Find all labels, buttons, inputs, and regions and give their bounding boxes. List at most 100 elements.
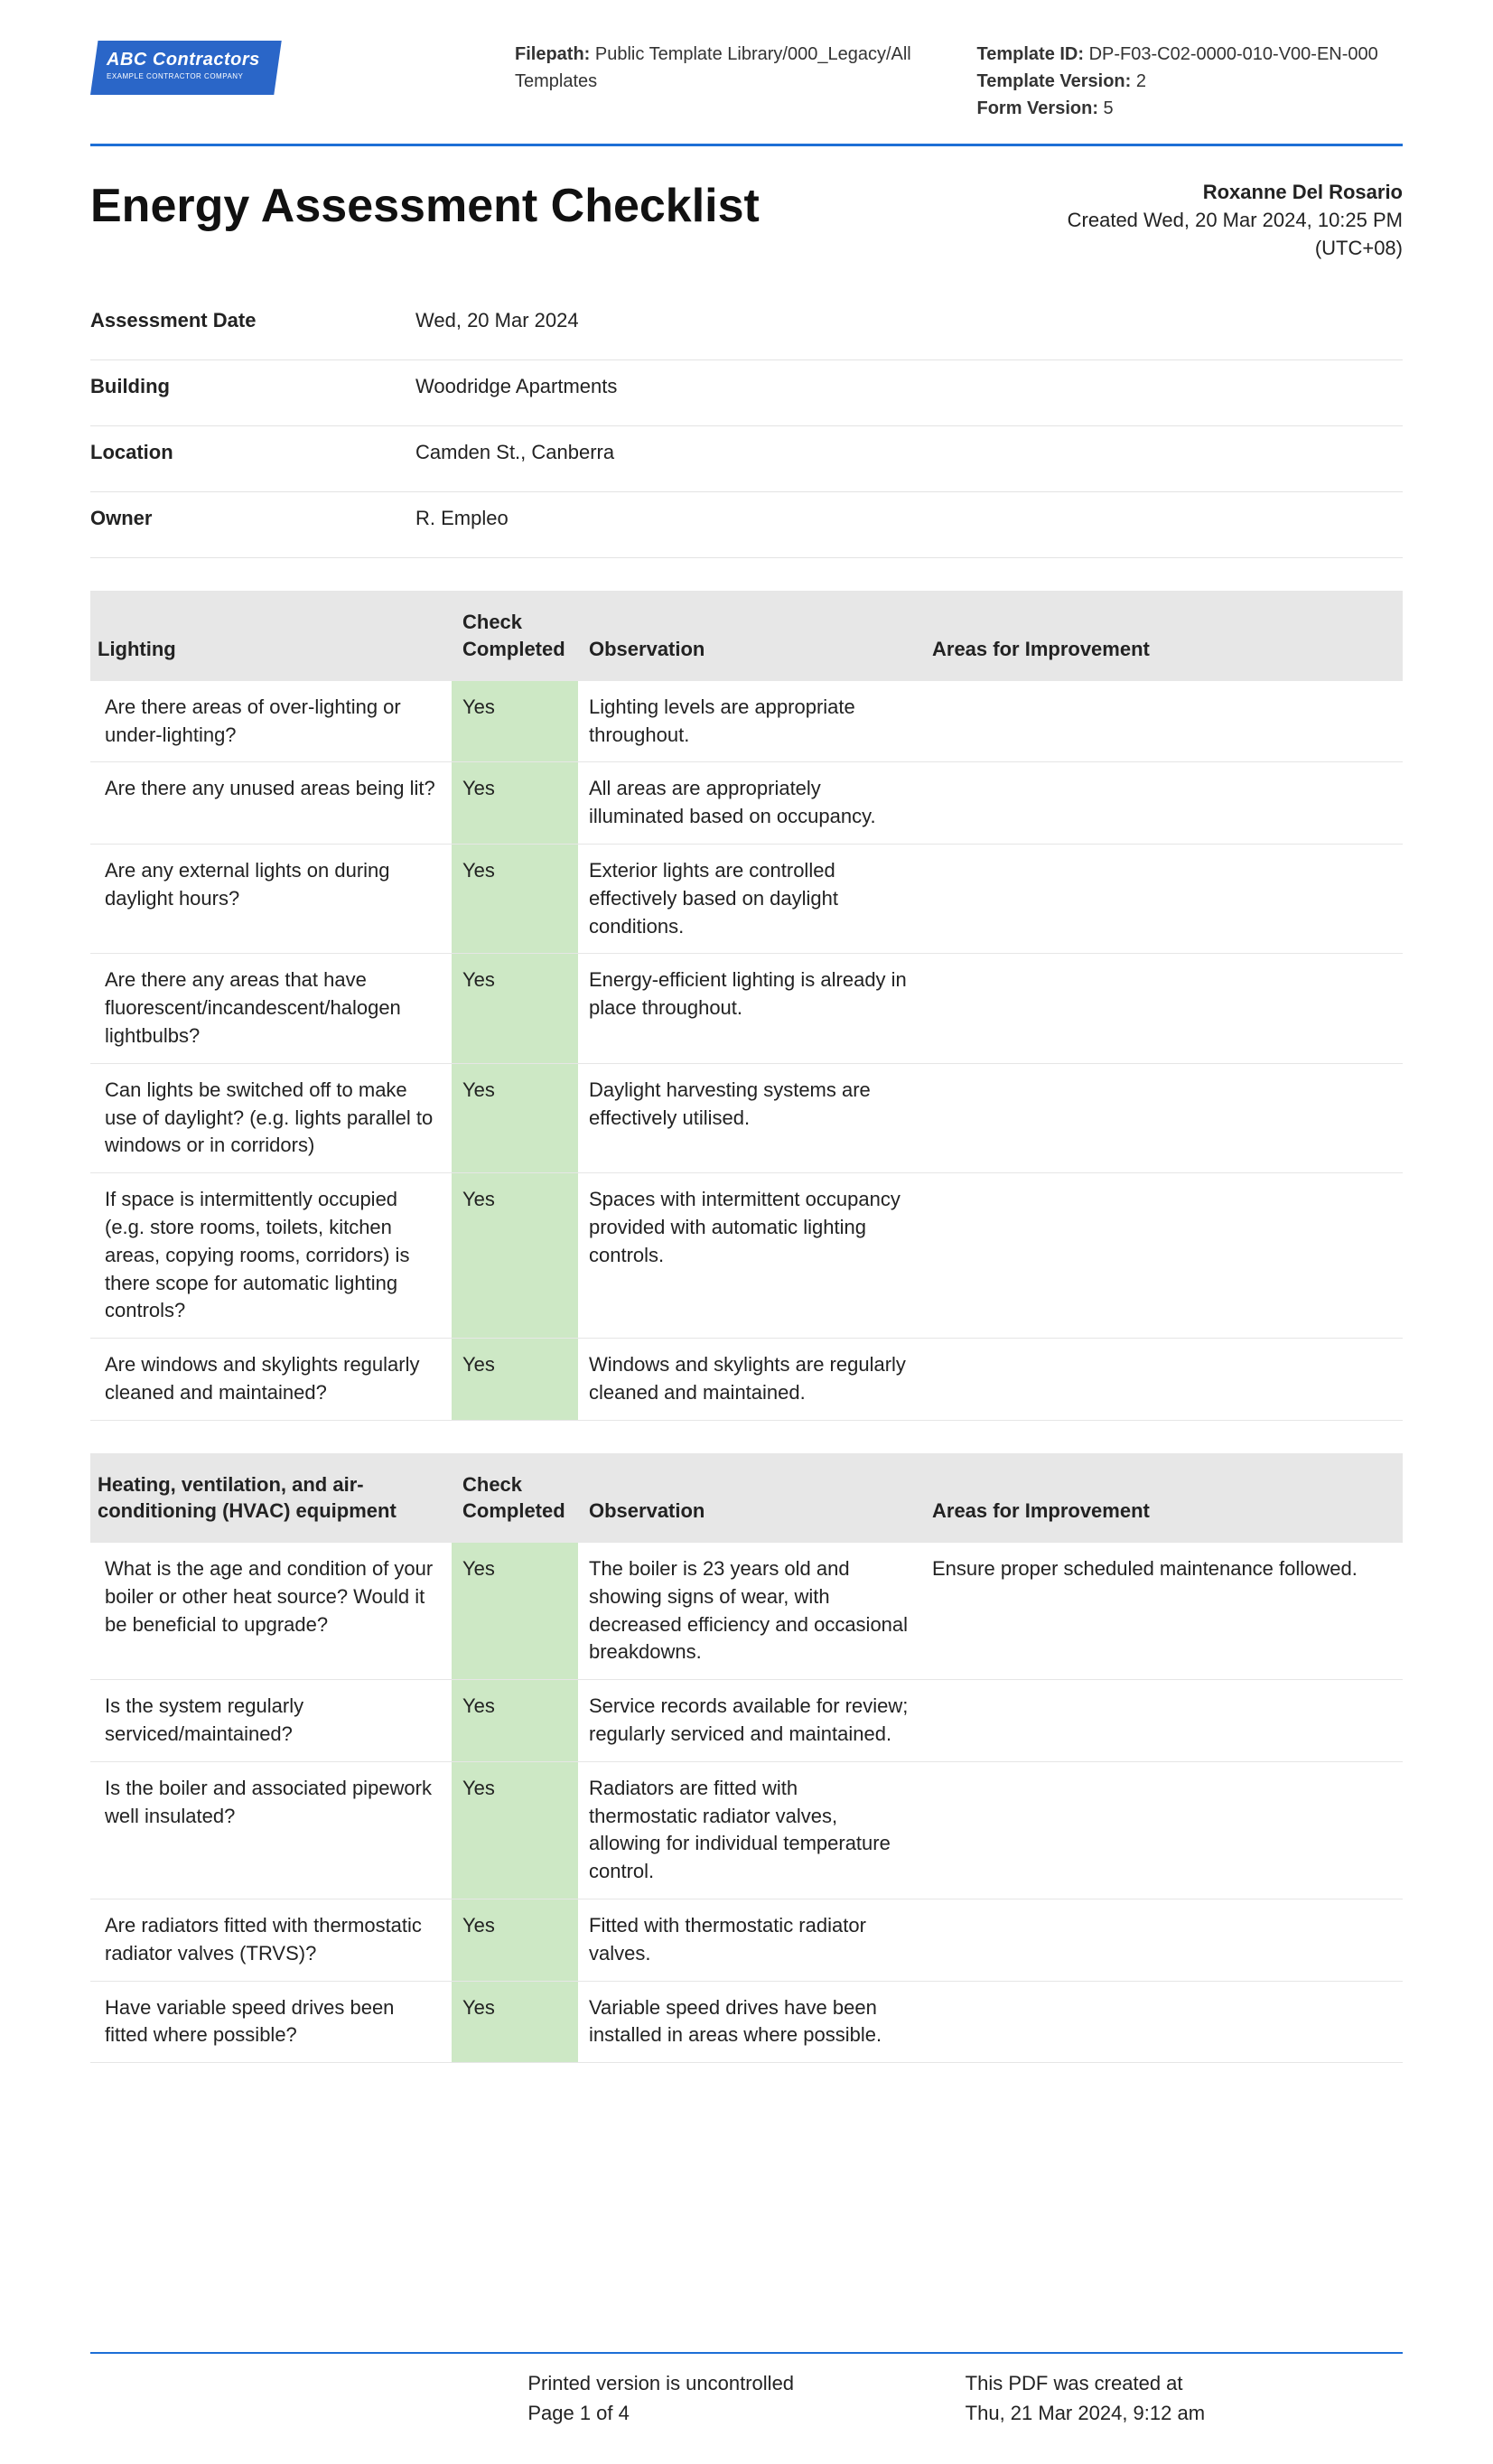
checklist-row: Are any external lights on during daylig… (90, 844, 1403, 953)
header-divider (90, 144, 1403, 146)
template-version-label: Template Version: (977, 71, 1132, 91)
template-id-value: DP-F03-C02-0000-010-V00-EN-000 (1089, 44, 1378, 64)
observation-cell: Energy-efficient lighting is already in … (578, 954, 921, 1063)
column-header: Observation (578, 591, 921, 680)
footer-uncontrolled: Printed version is uncontrolled (527, 2368, 965, 2398)
check-cell: Yes (452, 1981, 578, 2063)
question-cell: Are there any unused areas being lit? (90, 762, 452, 845)
improvement-cell: Ensure proper scheduled maintenance foll… (921, 1543, 1403, 1680)
checklist-row: What is the age and condition of your bo… (90, 1543, 1403, 1680)
info-value: Camden St., Canberra (415, 426, 1403, 492)
footer-created-label: This PDF was created at (966, 2368, 1403, 2398)
template-version-value: 2 (1136, 71, 1146, 91)
info-row: Assessment DateWed, 20 Mar 2024 (90, 294, 1403, 360)
footer-created-at: Thu, 21 Mar 2024, 9:12 am (966, 2398, 1403, 2428)
info-row: LocationCamden St., Canberra (90, 426, 1403, 492)
form-version-value: 5 (1104, 98, 1114, 118)
question-cell: What is the age and condition of your bo… (90, 1543, 452, 1680)
checklist-row: Can lights be switched off to make use o… (90, 1063, 1403, 1172)
title-row: Energy Assessment Checklist Roxanne Del … (90, 179, 1403, 262)
column-header: Check Completed (452, 591, 578, 680)
observation-cell: Exterior lights are controlled effective… (578, 844, 921, 953)
improvement-cell (921, 1761, 1403, 1899)
observation-cell: Daylight harvesting systems are effectiv… (578, 1063, 921, 1172)
observation-cell: All areas are appropriately illuminated … (578, 762, 921, 845)
question-cell: Are any external lights on during daylig… (90, 844, 452, 953)
column-header: Areas for Improvement (921, 1453, 1403, 1543)
check-cell: Yes (452, 954, 578, 1063)
improvement-cell (921, 1981, 1403, 2063)
info-value: R. Empleo (415, 492, 1403, 558)
creator-name: Roxanne Del Rosario (1068, 179, 1403, 207)
checklist-table: Heating, ventilation, and air-conditioni… (90, 1453, 1403, 2064)
question-cell: Are windows and skylights regularly clea… (90, 1339, 452, 1421)
improvement-cell (921, 1339, 1403, 1421)
question-cell: Is the system regularly serviced/maintai… (90, 1680, 452, 1762)
observation-cell: Spaces with intermittent occupancy provi… (578, 1173, 921, 1339)
check-cell: Yes (452, 1339, 578, 1421)
footer: Printed version is uncontrolled Page 1 o… (90, 2352, 1403, 2428)
column-header: Areas for Improvement (921, 591, 1403, 680)
logo-sub: EXAMPLE CONTRACTOR COMPANY (107, 72, 260, 80)
check-cell: Yes (452, 1543, 578, 1680)
improvement-cell (921, 762, 1403, 845)
question-cell: Have variable speed drives been fitted w… (90, 1981, 452, 2063)
logo-main: ABC Contractors (107, 50, 260, 70)
footer-divider (90, 2352, 1403, 2354)
column-header: Observation (578, 1453, 921, 1543)
section-name-header: Heating, ventilation, and air-conditioni… (90, 1453, 452, 1543)
checklist-row: Are there any unused areas being lit?Yes… (90, 762, 1403, 845)
checklist-row: Is the system regularly serviced/maintai… (90, 1680, 1403, 1762)
top-header: ABC Contractors EXAMPLE CONTRACTOR COMPA… (90, 41, 1403, 144)
check-cell: Yes (452, 844, 578, 953)
check-cell: Yes (452, 1899, 578, 1982)
logo-wrap: ABC Contractors EXAMPLE CONTRACTOR COMPA… (90, 41, 479, 95)
improvement-cell (921, 1899, 1403, 1982)
checklist-row: Have variable speed drives been fitted w… (90, 1981, 1403, 2063)
improvement-cell (921, 1173, 1403, 1339)
checklist-row: Are there any areas that have fluorescen… (90, 954, 1403, 1063)
column-header: Check Completed (452, 1453, 578, 1543)
company-logo: ABC Contractors EXAMPLE CONTRACTOR COMPA… (90, 41, 282, 95)
check-cell: Yes (452, 1173, 578, 1339)
checklist-row: Are radiators fitted with thermostatic r… (90, 1899, 1403, 1982)
info-value: Wed, 20 Mar 2024 (415, 294, 1403, 360)
question-cell: If space is intermittently occupied (e.g… (90, 1173, 452, 1339)
info-row: OwnerR. Empleo (90, 492, 1403, 558)
filepath-block: Filepath: Public Template Library/000_Le… (515, 41, 941, 95)
question-cell: Are there any areas that have fluorescen… (90, 954, 452, 1063)
footer-page: Page 1 of 4 (527, 2398, 965, 2428)
observation-cell: Radiators are fitted with thermostatic r… (578, 1761, 921, 1899)
improvement-cell (921, 1063, 1403, 1172)
template-id-label: Template ID: (977, 44, 1085, 64)
checklist-row: Are there areas of over-lighting or unde… (90, 681, 1403, 762)
info-label: Building (90, 360, 415, 426)
creator-tz: (UTC+08) (1068, 235, 1403, 263)
creator-date: Created Wed, 20 Mar 2024, 10:25 PM (1068, 207, 1403, 235)
question-cell: Are there areas of over-lighting or unde… (90, 681, 452, 762)
form-version-label: Form Version: (977, 98, 1098, 118)
info-label: Location (90, 426, 415, 492)
question-cell: Is the boiler and associated pipework we… (90, 1761, 452, 1899)
improvement-cell (921, 681, 1403, 762)
section-name-header: Lighting (90, 591, 452, 680)
improvement-cell (921, 1680, 1403, 1762)
check-cell: Yes (452, 1761, 578, 1899)
observation-cell: Windows and skylights are regularly clea… (578, 1339, 921, 1421)
observation-cell: Service records available for review; re… (578, 1680, 921, 1762)
info-label: Owner (90, 492, 415, 558)
question-cell: Can lights be switched off to make use o… (90, 1063, 452, 1172)
check-cell: Yes (452, 1063, 578, 1172)
improvement-cell (921, 844, 1403, 953)
checklist-row: If space is intermittently occupied (e.g… (90, 1173, 1403, 1339)
filepath-label: Filepath: (515, 44, 590, 64)
info-value: Woodridge Apartments (415, 360, 1403, 426)
info-table: Assessment DateWed, 20 Mar 2024BuildingW… (90, 294, 1403, 558)
improvement-cell (921, 954, 1403, 1063)
observation-cell: Variable speed drives have been installe… (578, 1981, 921, 2063)
observation-cell: Lighting levels are appropriate througho… (578, 681, 921, 762)
checklist-table: LightingCheck CompletedObservationAreas … (90, 591, 1403, 1420)
checklist-row: Is the boiler and associated pipework we… (90, 1761, 1403, 1899)
question-cell: Are radiators fitted with thermostatic r… (90, 1899, 452, 1982)
observation-cell: Fitted with thermostatic radiator valves… (578, 1899, 921, 1982)
